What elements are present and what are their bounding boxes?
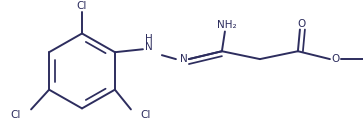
Text: NH₂: NH₂	[217, 20, 237, 30]
Text: O: O	[332, 54, 340, 64]
Text: N: N	[180, 54, 188, 64]
Text: H: H	[145, 34, 153, 44]
Text: Cl: Cl	[140, 110, 150, 120]
Text: Cl: Cl	[77, 1, 87, 11]
Text: N: N	[145, 42, 153, 52]
Text: O: O	[298, 19, 306, 29]
Text: Cl: Cl	[11, 110, 21, 120]
